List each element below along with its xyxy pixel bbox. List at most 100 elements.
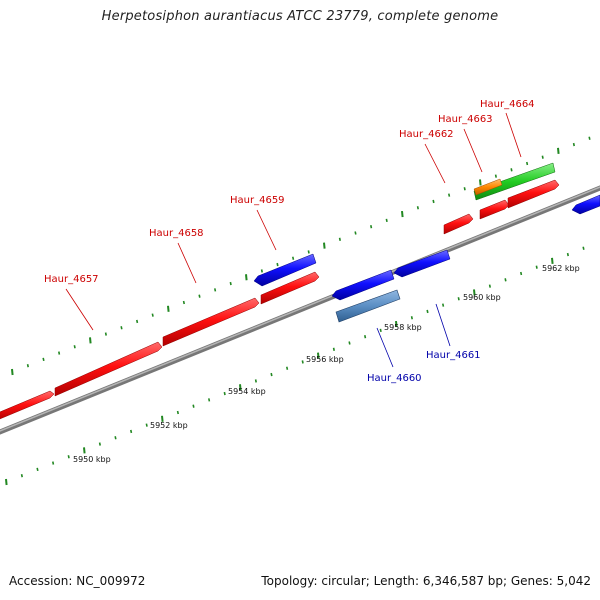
scale-tick [214,288,217,292]
scale-tick [270,372,273,377]
scale-tick [442,303,445,307]
gene-arrow-4663[interactable] [479,199,510,220]
gene-arrow-4664[interactable] [507,179,560,209]
scale-tick [42,357,45,362]
scale-tick [473,289,476,296]
gene-label-4663[interactable]: Haur_4663 [438,114,493,125]
scale-tick [410,316,413,320]
scale-tick [198,294,201,298]
scale-tick [151,313,154,317]
scale-tick [136,319,139,324]
gene-arrow-4656[interactable] [0,390,55,421]
gene-label-4657[interactable]: Haur_4657 [44,274,99,285]
scale-tick [83,447,86,454]
gene-arrow-4665[interactable] [571,194,600,215]
scale-tick [89,337,92,344]
scale-tick [73,345,76,349]
gene-label-4662[interactable]: Haur_4662 [399,129,454,140]
scale-tick [192,404,195,408]
scale-tick [566,252,569,257]
scale-tick [504,278,507,282]
scale-tick [379,328,382,333]
genome-backbone [0,185,600,435]
gene-arrow-4661[interactable] [393,249,451,278]
scale-tick [114,436,117,440]
scale-tick [182,300,185,305]
scale-label-5952: 5952 kbp [150,421,188,430]
gene-label-4661[interactable]: Haur_4661 [426,350,481,361]
gene-arrow-4662[interactable] [443,213,474,235]
scale-tick [354,231,357,235]
scale-tick [245,274,248,281]
scale-tick [67,455,70,459]
gene-arrow-4659[interactable] [260,271,320,305]
scale-tick [535,265,538,269]
scale-tick [229,281,232,286]
scale-tick [479,179,482,186]
scale-label-5954: 5954 kbp [228,387,266,396]
gene-arrow-4660a[interactable] [331,269,395,301]
scale-tick [145,423,148,427]
scale-tick [557,147,560,154]
scale-tick [582,246,585,250]
orange-feature-bar[interactable] [473,178,503,196]
scale-label-5958: 5958 kbp [384,323,422,332]
scale-tick [120,326,123,330]
scale-tick [176,410,179,415]
scale-tick [401,210,404,218]
genome-summary: Topology: circular; Length: 6,346,587 bp… [261,574,591,588]
gene-arrow-4657b[interactable] [162,297,260,347]
scale-tick [541,155,544,159]
lower-tick-track [5,246,585,486]
scale-tick [161,415,164,422]
scale-tick [488,284,491,288]
scale-tick [307,250,310,254]
gene-arrow-4660-selected[interactable] [335,289,401,323]
scale-tick [301,360,304,364]
scale-tick [276,262,279,267]
scale-tick [52,461,55,465]
gene-label-4660[interactable]: Haur_4660 [367,373,422,384]
scale-tick [588,136,591,140]
scale-tick [448,193,451,197]
gene-arrow-4658[interactable] [253,253,317,287]
gene-arrow-4657a[interactable] [54,341,163,397]
scale-tick [416,206,419,210]
scale-tick [348,341,351,345]
upper-tick-track [11,136,591,376]
leader-lines [65,112,522,368]
scale-tick [332,347,335,351]
scale-tick [572,142,575,147]
scale-tick [463,187,466,191]
green-feature-bar[interactable] [473,162,556,201]
scale-tick [223,391,226,396]
scale-tick [426,309,429,314]
forward-genes [0,179,560,421]
scale-tick [5,478,8,486]
scale-tick [395,320,398,328]
scale-tick [385,218,388,223]
genome-title: Herpetosiphon aurantiacus ATCC 23779, co… [101,9,499,24]
scale-tick [260,269,263,273]
scale-tick [208,398,211,402]
reverse-genes [253,194,600,323]
scale-tick [20,474,23,478]
gene-label-4664[interactable]: Haur_4664 [480,99,535,110]
gene-label-4658[interactable]: Haur_4658 [149,228,204,239]
scale-label-5962: 5962 kbp [542,264,580,273]
scale-tick [286,366,289,370]
scale-tick [364,335,367,339]
scale-tick [551,257,554,264]
scale-tick [130,429,133,434]
scale-tick [36,467,39,472]
gene-label-4659[interactable]: Haur_4659 [230,195,285,206]
scale-tick [317,352,320,359]
scale-label-5956: 5956 kbp [306,355,344,364]
scale-tick [254,379,257,383]
scale-tick [11,368,14,376]
accession-label: Accession: NC_009972 [9,574,146,588]
scale-tick [323,242,326,249]
scale-label-5950: 5950 kbp [73,455,111,464]
scale-tick [167,305,170,312]
